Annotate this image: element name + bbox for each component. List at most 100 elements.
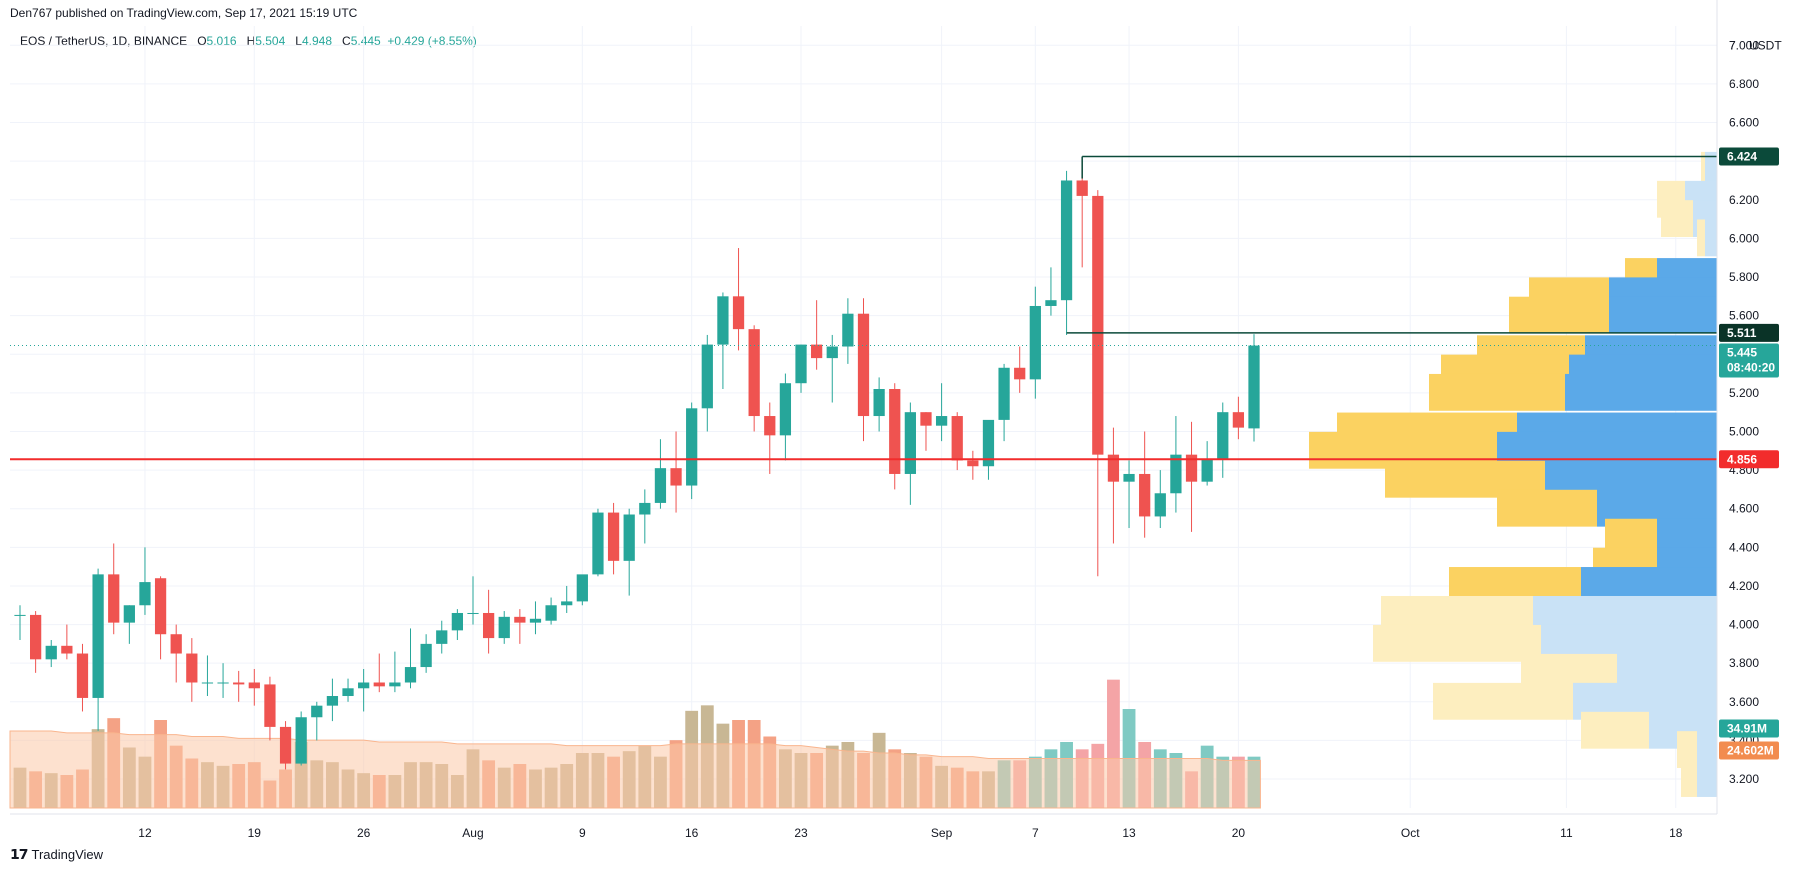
candle-body [795, 344, 807, 384]
candle-body [1217, 412, 1229, 459]
candle-body [45, 645, 57, 660]
candle-body [1248, 345, 1260, 429]
candle-body [123, 605, 135, 623]
candle-body [670, 468, 682, 486]
candle-body [1045, 300, 1057, 306]
candle-body [14, 614, 26, 616]
volume-last-tag-bg [1719, 719, 1779, 738]
support-tag-text: 4.856 [1727, 452, 1757, 466]
volume-profile-up-bar [1565, 373, 1717, 411]
candle-body [654, 468, 667, 503]
x-tick-label: 9 [579, 826, 586, 840]
levels [10, 155, 1717, 461]
open-value: 5.016 [206, 34, 237, 48]
candle-body [29, 614, 42, 660]
x-tick-label: 13 [1122, 826, 1136, 840]
candle-body [1123, 473, 1135, 482]
volume-ma-tag-bg [1719, 741, 1779, 760]
candle-body [482, 612, 495, 639]
candle-body [1014, 367, 1026, 380]
candle-body [358, 682, 370, 689]
candle-body [514, 616, 526, 623]
candle-body [1232, 412, 1245, 428]
candles [14, 161, 1260, 770]
candle-body [389, 682, 401, 687]
x-tick-label: Oct [1401, 826, 1420, 840]
high-label: H [246, 34, 256, 48]
volume-profile-down-bar [1581, 711, 1649, 749]
candle-body [920, 412, 932, 426]
candle-body [857, 313, 870, 417]
candle-body [748, 329, 760, 417]
y-tick-label: 3.600 [1729, 695, 1759, 709]
volume-profile-down-bar [1497, 489, 1597, 527]
x-tick-label: 16 [685, 826, 699, 840]
y-tick-label: 3.200 [1729, 772, 1759, 786]
y-tick-label: 3.800 [1729, 656, 1759, 670]
candle-body [326, 696, 339, 706]
candle-body [904, 412, 916, 474]
x-tick-label: 20 [1232, 826, 1246, 840]
candle-body [623, 514, 635, 561]
volume-ma-tag-text: 24.602M [1727, 744, 1774, 758]
candle-body [935, 416, 948, 426]
candle-body [701, 344, 713, 409]
x-tick-label: 11 [1560, 826, 1573, 840]
candle-body [154, 578, 167, 635]
tradingview-logo-icon[interactable]: 𝟭𝟳 [10, 846, 29, 862]
volume-profile [1309, 151, 1717, 797]
candle-body [1060, 180, 1073, 301]
candle-body [576, 574, 588, 602]
change-value: +0.429 (+8.55%) [387, 34, 477, 48]
candle-body [529, 618, 542, 623]
volume-last-tag-text: 34.91M [1727, 722, 1767, 736]
resistance-top-tag: 6.424 [1719, 147, 1779, 166]
footer: 𝟭𝟳 TradingView [10, 846, 103, 863]
candle-body [686, 408, 698, 486]
y-tick-label: 6.000 [1729, 231, 1759, 245]
candle-body [201, 682, 214, 684]
y-tick-label: 4.400 [1729, 540, 1759, 554]
candle-body [826, 346, 838, 359]
y-tick-label: 5.800 [1729, 270, 1759, 284]
y-tick-label: 4.600 [1729, 502, 1759, 516]
candle-body [1029, 305, 1041, 380]
volume-profile-up-bar [1697, 760, 1717, 797]
open-label: O [197, 34, 207, 48]
candle-body [420, 643, 432, 668]
x-tick-label: 19 [248, 826, 262, 840]
y-tick-label: 5.000 [1729, 424, 1759, 438]
candle-body [607, 512, 620, 561]
candle-body [295, 717, 307, 764]
candle-body [561, 601, 573, 606]
candle-body [1139, 473, 1151, 517]
candle-body [279, 726, 292, 764]
resistance-mid-tag-text: 5.511 [1727, 326, 1757, 340]
y-tick-label: 4.000 [1729, 618, 1759, 632]
volume-profile-up-bar [1697, 731, 1717, 768]
low-label: L [295, 34, 302, 48]
volume-ma-area [9, 730, 1261, 809]
candle-body [92, 574, 104, 698]
candle-body [404, 667, 417, 683]
candle-body [889, 389, 901, 474]
candle-body [592, 512, 604, 575]
candle-body [264, 684, 276, 727]
candle-body [139, 582, 151, 606]
volume-profile-down-bar [1661, 200, 1693, 238]
brand-label[interactable]: TradingView [31, 847, 104, 862]
candle-body [545, 605, 557, 621]
candle-body [311, 705, 323, 718]
volume-profile-up-bar [1705, 219, 1717, 257]
volume-profile-down-bar [1433, 682, 1573, 720]
resistance-top-tag-bg [1719, 147, 1779, 166]
volume-ma [9, 730, 1261, 809]
candle-body [76, 653, 89, 698]
candle-body [373, 682, 385, 687]
y-tick-label: 6.600 [1729, 116, 1759, 130]
candle-body [1154, 493, 1166, 517]
candle-body [170, 634, 182, 654]
y-unit-label: USDT [1749, 38, 1782, 52]
close-value: 5.445 [350, 34, 381, 48]
